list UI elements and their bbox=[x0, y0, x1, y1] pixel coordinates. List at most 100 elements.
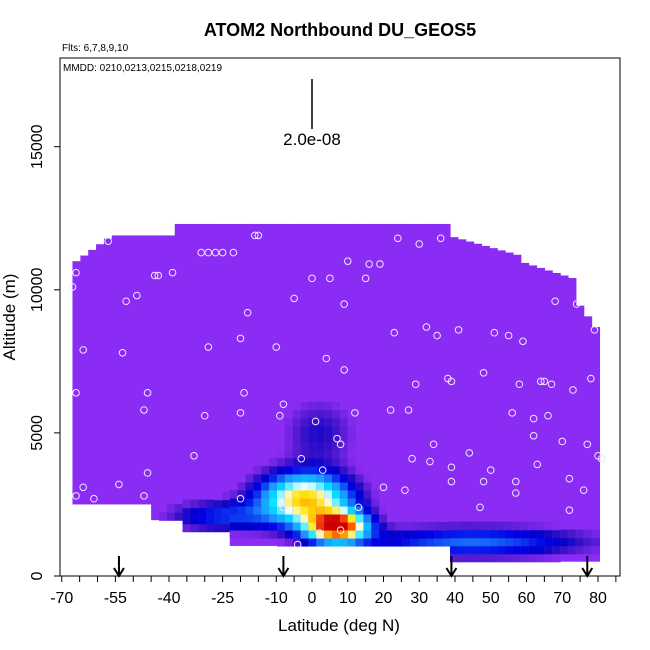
sample-point bbox=[361, 274, 370, 283]
sample-point bbox=[572, 300, 581, 308]
sample-point bbox=[326, 274, 334, 283]
sample-point bbox=[340, 300, 348, 308]
heatmap-column bbox=[536, 267, 545, 562]
heatmap-cell bbox=[324, 409, 333, 419]
sample-point bbox=[236, 409, 245, 417]
heatmap-cell bbox=[567, 529, 577, 539]
heatmap-cell bbox=[253, 497, 262, 507]
heatmap-cell bbox=[237, 473, 247, 483]
heatmap-cell bbox=[308, 457, 317, 467]
heatmap-cell bbox=[426, 529, 435, 539]
heatmap-cell bbox=[457, 521, 467, 531]
sample-point bbox=[200, 411, 209, 420]
heatmap-cell bbox=[300, 529, 310, 539]
heatmap-cell bbox=[560, 529, 569, 539]
heatmap-cell bbox=[449, 553, 459, 563]
heatmap-cell bbox=[316, 449, 325, 459]
x-axis: -70 -55 -40 -25 -10 0 10 20 30 40 50 60 70 80 bbox=[50, 575, 620, 607]
heatmap-cell bbox=[229, 521, 239, 531]
heatmap-cell bbox=[316, 401, 325, 411]
heatmap-cell bbox=[292, 473, 302, 483]
heatmap-cell bbox=[355, 497, 365, 507]
heatmap-cell bbox=[229, 489, 239, 499]
heatmap-cell bbox=[300, 401, 310, 411]
sample-point bbox=[529, 431, 538, 440]
heatmap-cell bbox=[316, 505, 325, 515]
sample-point bbox=[533, 460, 542, 469]
heatmap-cell bbox=[347, 417, 357, 427]
heatmap-cell bbox=[166, 512, 176, 521]
heatmap-cell bbox=[449, 521, 459, 531]
heatmap-cell bbox=[339, 465, 349, 475]
heatmap-cell bbox=[182, 507, 192, 517]
x-tick-label: 50 bbox=[482, 590, 500, 607]
heatmap-cell bbox=[371, 529, 380, 539]
heatmap-column bbox=[339, 223, 349, 546]
heatmap-cell bbox=[276, 513, 286, 523]
y-axis: 0 5000 10000 15000 bbox=[29, 124, 60, 580]
sample-point bbox=[143, 389, 152, 397]
heatmap-cell bbox=[520, 553, 530, 563]
sample-point bbox=[551, 297, 559, 306]
heatmap-cell bbox=[308, 529, 317, 539]
heatmap-cell bbox=[418, 537, 427, 547]
sample-point bbox=[251, 231, 259, 240]
heatmap-cell bbox=[339, 425, 349, 435]
heatmap-cell bbox=[505, 553, 514, 563]
heatmap-cell bbox=[324, 401, 333, 411]
heatmap-cell bbox=[284, 457, 294, 467]
heatmap-cell bbox=[497, 545, 506, 555]
heatmap-column bbox=[300, 223, 310, 546]
heatmap-cell bbox=[544, 553, 553, 563]
heatmap-cell bbox=[465, 553, 475, 563]
heatmap-cell bbox=[457, 545, 467, 555]
heatmap-column bbox=[96, 244, 105, 505]
heatmap-cell bbox=[284, 537, 294, 547]
heatmap-cell bbox=[324, 473, 333, 483]
heatmap-cell bbox=[214, 523, 223, 533]
sample-point bbox=[519, 337, 527, 346]
heatmap-cell bbox=[324, 441, 333, 451]
heatmap-cell bbox=[528, 537, 538, 547]
heatmap-cell bbox=[449, 545, 459, 555]
heatmap-cell bbox=[292, 425, 302, 435]
heatmap-cell bbox=[520, 521, 530, 531]
heatmap-cell bbox=[544, 545, 553, 555]
heatmap-cell bbox=[363, 537, 372, 547]
heatmap-cell bbox=[284, 449, 294, 459]
heatmap-cell bbox=[347, 465, 357, 475]
heatmap-cell bbox=[347, 513, 357, 523]
heatmap-cell bbox=[269, 473, 278, 483]
sample-point bbox=[422, 323, 431, 331]
heatmap-cell bbox=[347, 441, 357, 451]
sample-point bbox=[72, 268, 80, 277]
sample-point bbox=[408, 454, 416, 463]
sample-point bbox=[479, 477, 488, 486]
sample-point bbox=[401, 486, 409, 494]
heatmap-cell bbox=[276, 473, 286, 483]
heatmap-cell bbox=[347, 473, 357, 483]
heatmap-cell bbox=[324, 449, 333, 459]
heatmap-cell bbox=[528, 529, 538, 539]
heatmap-column bbox=[363, 223, 372, 546]
heatmap-cell bbox=[418, 521, 427, 531]
heatmap-column bbox=[379, 223, 388, 546]
heatmap-cell bbox=[253, 529, 262, 539]
heatmap-cell bbox=[316, 489, 325, 499]
heatmap-cell bbox=[363, 497, 372, 507]
heatmap-column bbox=[591, 327, 601, 562]
heatmap-cell bbox=[308, 441, 317, 451]
heatmap-cell bbox=[410, 537, 420, 547]
sample-point bbox=[240, 389, 248, 397]
heatmap-cell bbox=[347, 457, 357, 467]
heatmap-cell bbox=[347, 449, 357, 459]
heatmap-column bbox=[143, 235, 152, 505]
sample-point bbox=[311, 417, 320, 426]
sample-point bbox=[118, 348, 127, 357]
heatmap-cell bbox=[300, 417, 310, 427]
heatmap-cell bbox=[339, 481, 349, 491]
heatmap-cell bbox=[347, 497, 357, 507]
heatmap-cell bbox=[198, 515, 207, 525]
heatmap-cell bbox=[292, 457, 302, 467]
heatmap-column bbox=[80, 255, 89, 505]
